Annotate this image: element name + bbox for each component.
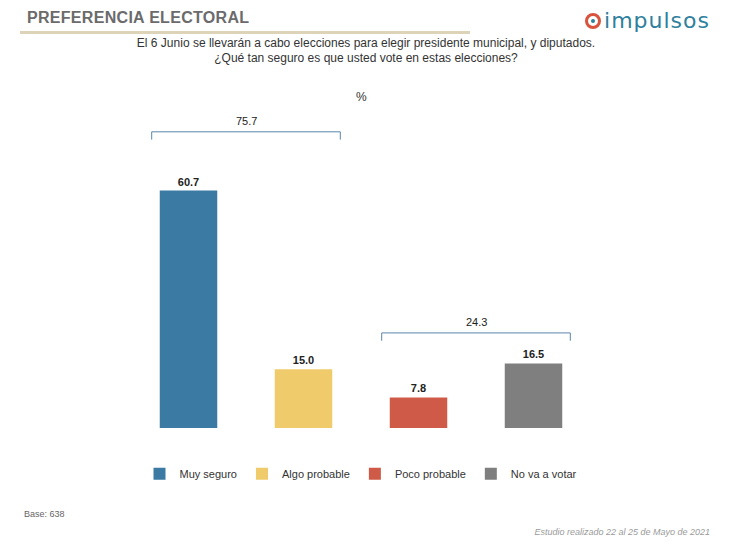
svg-text:16.5: 16.5 bbox=[523, 348, 544, 360]
svg-text:Muy seguro: Muy seguro bbox=[180, 468, 237, 480]
svg-text:7.8: 7.8 bbox=[411, 382, 426, 394]
html-text:Estudio realizado 22 al 25 de: Estudio realizado 22 al 25 de Mayo de 20… bbox=[534, 527, 710, 537]
svg-text:No va a votar: No va a votar bbox=[511, 468, 577, 480]
svg-text:%: % bbox=[356, 90, 367, 104]
html-text:Base: 638: Base: 638 bbox=[24, 509, 65, 519]
svg-text:Algo probable: Algo probable bbox=[282, 468, 350, 480]
svg-text:15.0: 15.0 bbox=[293, 354, 314, 366]
svg-text:El 6 Junio se llevarán a cabo: El 6 Junio se llevarán a cabo elecciones… bbox=[137, 36, 595, 66]
svg-text:60.7: 60.7 bbox=[178, 176, 199, 188]
svg-text:75.7: 75.7 bbox=[236, 115, 257, 127]
svg-text:Poco probable: Poco probable bbox=[395, 468, 466, 480]
html-text:impulsos: impulsos bbox=[604, 8, 710, 33]
svg-text:24.3: 24.3 bbox=[466, 316, 487, 328]
html-text:PREFERENCIA ELECTORAL: PREFERENCIA ELECTORAL bbox=[27, 9, 250, 26]
